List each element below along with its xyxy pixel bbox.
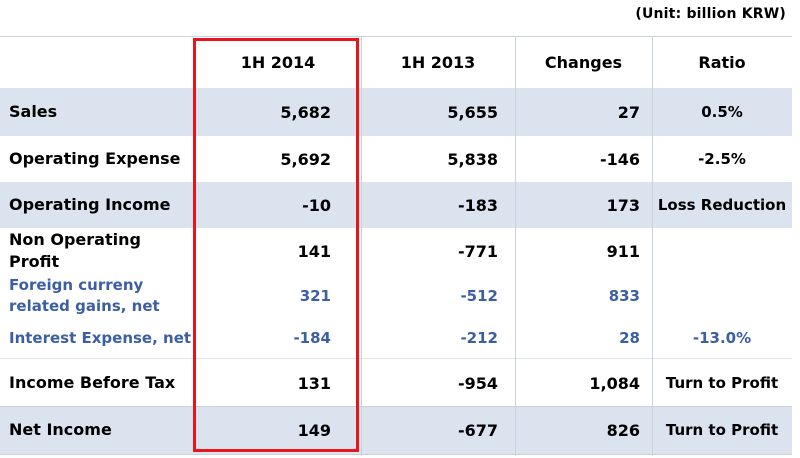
value-changes: 173 (606, 195, 640, 215)
table-bottom-border (0, 454, 792, 455)
row-label: Sales (9, 102, 58, 121)
table-header-row: 1H 2014 1H 2013 Changes Ratio (0, 36, 792, 88)
table-row: Interest Expense, net -184 -212 28 -13.0… (0, 318, 792, 358)
value-1h2013: -677 (457, 420, 498, 440)
value-changes: 1,084 (589, 373, 640, 393)
row-label: Foreign curreny related gains, net (9, 276, 160, 315)
value-1h2014: 5,692 (280, 149, 331, 169)
value-ratio: -2.5% (698, 150, 746, 168)
value-changes: 826 (606, 420, 640, 440)
value-1h2013: 5,655 (447, 102, 498, 122)
highlight-box-1h2014 (193, 38, 359, 452)
value-1h2013: -183 (457, 195, 498, 215)
row-label: Non Operating Profit (9, 230, 141, 271)
value-1h2013: 5,838 (447, 149, 498, 169)
table-row: Net Income 149 -677 826 Turn to Profit (0, 406, 792, 454)
value-changes: 28 (619, 329, 640, 347)
row-label: Net Income (9, 420, 112, 439)
unit-note: (Unit: billion KRW) (635, 6, 786, 22)
value-changes: -146 (599, 149, 640, 169)
table-row: Income Before Tax 131 -954 1,084 Turn to… (0, 360, 792, 406)
value-1h2014: -10 (302, 195, 331, 215)
header-ratio: Ratio (698, 52, 746, 72)
row-label: Interest Expense, net (9, 328, 192, 347)
table-row: Operating Income -10 -183 173 Loss Reduc… (0, 182, 792, 228)
value-1h2014: -184 (293, 329, 331, 347)
value-ratio (652, 228, 792, 274)
column-divider (361, 36, 362, 456)
value-changes: 911 (606, 241, 640, 261)
value-changes: 833 (608, 287, 640, 305)
header-1h2014: 1H 2014 (240, 52, 316, 72)
header-label-cell (0, 36, 195, 88)
value-1h2013: -212 (460, 329, 498, 347)
table-row: Foreign curreny related gains, net 321 -… (0, 274, 792, 318)
value-1h2013: -771 (457, 241, 498, 261)
header-1h2013: 1H 2013 (400, 52, 476, 72)
value-1h2013: -954 (457, 373, 498, 393)
value-1h2014: 5,682 (280, 102, 331, 122)
value-ratio: 0.5% (701, 103, 743, 121)
row-label: Operating Income (9, 195, 171, 214)
row-label: Operating Expense (9, 149, 181, 168)
table-top-border (0, 36, 792, 37)
table-row: Non Operating Profit 141 -771 911 (0, 228, 792, 274)
value-ratio: -13.0% (692, 329, 752, 347)
value-1h2014: 321 (299, 287, 331, 305)
value-1h2014: 131 (297, 373, 331, 393)
value-ratio: Turn to Profit (665, 421, 779, 439)
value-ratio: Loss Reduction (657, 196, 787, 214)
table-row: Sales 5,682 5,655 27 0.5% (0, 88, 792, 136)
value-ratio: Turn to Profit (665, 374, 779, 392)
table-row: Operating Expense 5,692 5,838 -146 -2.5% (0, 136, 792, 182)
value-ratio (652, 274, 792, 318)
value-changes: 27 (617, 102, 640, 122)
value-1h2014: 141 (297, 241, 331, 261)
row-divider (0, 406, 792, 407)
column-divider (652, 36, 653, 456)
column-divider (515, 36, 516, 456)
value-1h2014: 149 (297, 420, 331, 440)
header-changes: Changes (544, 52, 623, 72)
row-divider (0, 358, 792, 359)
row-label: Income Before Tax (9, 373, 176, 392)
value-1h2013: -512 (460, 287, 498, 305)
